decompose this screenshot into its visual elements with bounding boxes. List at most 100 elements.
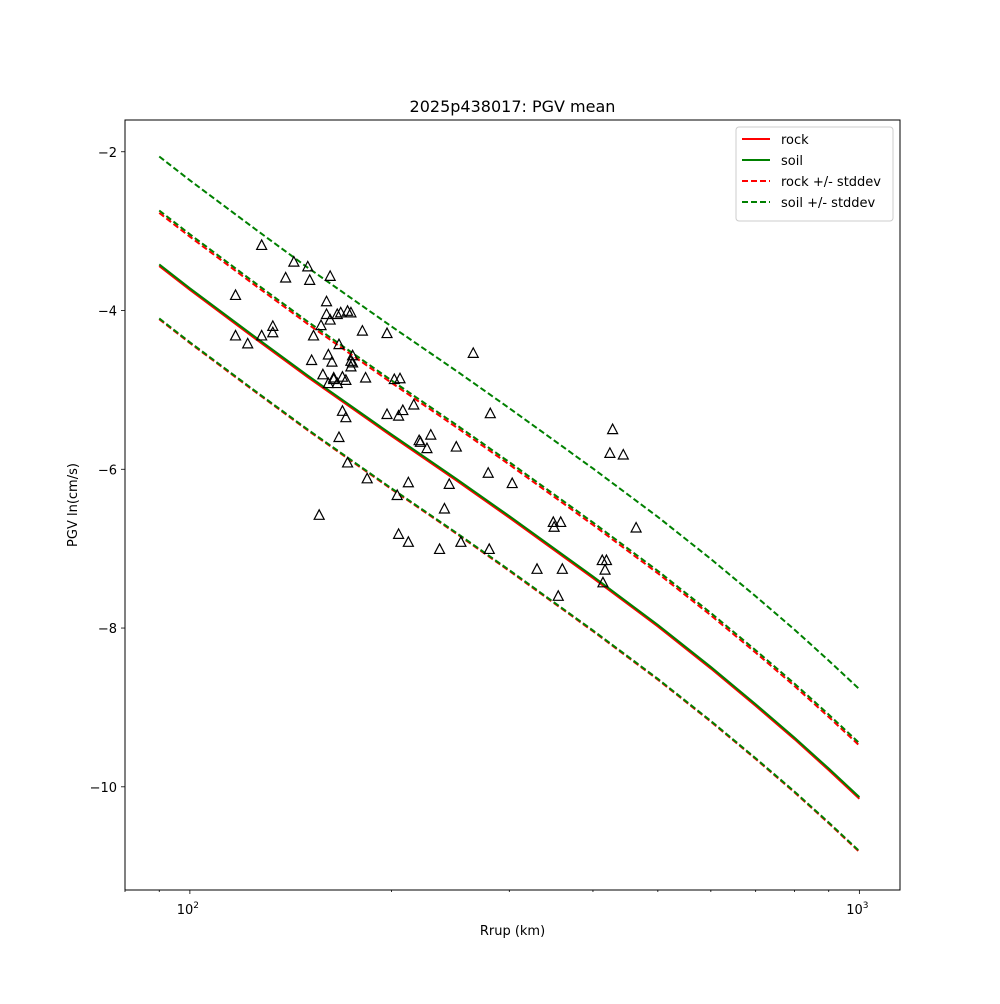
observation-point (483, 542, 496, 555)
observation-point (339, 410, 352, 423)
observation-point (381, 407, 394, 420)
series-line-soil-stddev-4 (158, 209, 861, 744)
series-line-rock-stddev-2 (158, 212, 861, 747)
observation-point (554, 515, 567, 528)
observation-point (331, 376, 344, 389)
observation-point (438, 502, 451, 514)
observation-point (344, 306, 357, 318)
legend-label: rock (781, 133, 809, 148)
plot-area-frame (124, 119, 901, 891)
observation-point (341, 304, 354, 316)
series-line-soil-stddev-5 (158, 317, 861, 852)
observation-point (229, 329, 242, 341)
observation-point (433, 542, 446, 555)
observation-point (266, 319, 279, 331)
observation-point (600, 553, 613, 566)
observation-point (547, 515, 560, 528)
observation-point (327, 371, 340, 383)
series-line-rock-0 (158, 265, 861, 800)
series-line-soil-stddev-6 (158, 155, 861, 690)
series-line-rock-stddev-3 (158, 318, 861, 853)
observation-point (346, 348, 359, 361)
observation-markers (229, 238, 643, 601)
observation-point (391, 488, 404, 501)
observation-point (617, 448, 630, 460)
observation-point (279, 271, 292, 283)
observation-point (305, 353, 318, 366)
observation-point (630, 521, 643, 533)
observation-point (336, 404, 349, 416)
observation-point (229, 288, 242, 301)
observation-point (324, 269, 337, 281)
legend-box (735, 126, 894, 222)
observation-point (596, 576, 609, 588)
observation-point (361, 472, 374, 484)
legend-label: soil (781, 154, 803, 169)
observation-point (420, 441, 433, 454)
observation-point (482, 466, 495, 478)
observation-point (467, 346, 480, 358)
y-axis-label: PGV ln(cm/s) (66, 463, 81, 547)
observation-point (341, 456, 354, 468)
observation-point (599, 563, 612, 575)
observation-point (396, 403, 409, 416)
observation-point (324, 313, 337, 325)
observation-point (484, 406, 497, 419)
observation-point (287, 255, 300, 267)
observation-point (394, 371, 407, 384)
y-tick-label: −2 (98, 146, 117, 161)
observation-point (316, 368, 329, 380)
series-line-soil-1 (158, 263, 861, 798)
legend: rock soil rock +/- stddev soil +/- stddev (735, 126, 894, 222)
observation-point (606, 422, 619, 435)
observation-point (414, 435, 427, 447)
x-tick-label: 102 (177, 901, 199, 918)
y-tick-label: −10 (90, 781, 117, 796)
observation-point (266, 325, 279, 338)
observation-point (339, 373, 352, 385)
observation-point (332, 430, 345, 443)
observation-point (322, 348, 335, 360)
observation-point (552, 589, 565, 601)
observation-point (392, 409, 405, 421)
observation-point (381, 326, 394, 339)
y-axis: −10 −8 −6 −4 −2 (90, 146, 125, 796)
observation-point (255, 238, 268, 251)
y-tick-label: −4 (98, 305, 117, 320)
observation-point (359, 371, 372, 383)
observation-point (392, 527, 405, 539)
observation-point (450, 440, 463, 452)
x-axis-label: Rrup (km) (480, 924, 545, 939)
chart-title: 2025p438017: PGV mean (410, 97, 616, 116)
model-curves (158, 155, 861, 853)
observation-point (332, 337, 345, 350)
observation-point (303, 273, 316, 285)
observation-point (315, 318, 328, 331)
observation-point (307, 329, 320, 341)
observation-point (344, 354, 357, 366)
observation-point (424, 428, 437, 440)
observation-point (356, 324, 369, 336)
observation-point (320, 294, 333, 307)
observation-point (255, 329, 268, 341)
observation-point (320, 307, 333, 320)
y-tick-label: −6 (98, 463, 117, 478)
observation-point (346, 356, 359, 368)
observation-point (531, 562, 544, 574)
x-axis: 102 103 (124, 890, 869, 918)
observation-point (241, 337, 254, 349)
observation-point (407, 398, 420, 410)
legend-label: soil +/- stddev (781, 196, 876, 211)
observation-point (402, 475, 415, 488)
observation-point (443, 477, 456, 489)
observation-point (454, 535, 467, 547)
x-tick-label: 103 (846, 901, 868, 918)
observation-point (402, 535, 415, 547)
observation-point (331, 307, 344, 320)
observation-point (336, 370, 349, 382)
observation-point (313, 508, 326, 520)
observation-point (506, 476, 519, 489)
observation-point (334, 306, 347, 318)
